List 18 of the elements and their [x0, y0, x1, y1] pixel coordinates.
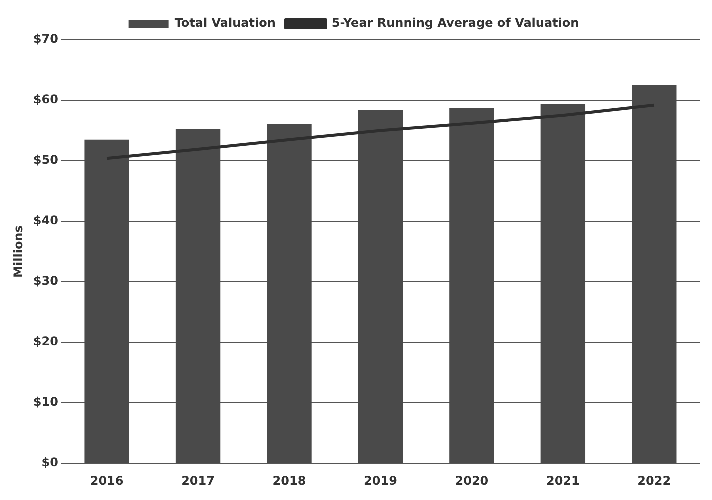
- legend-label: 5-Year Running Average of Valuation: [332, 16, 580, 30]
- x-tick-label: 2020: [455, 474, 489, 488]
- y-tick-label: $0: [42, 456, 58, 470]
- y-tick-label: $10: [33, 395, 58, 410]
- y-axis-title: Millions: [11, 226, 26, 278]
- x-tick-label: 2022: [638, 474, 672, 488]
- y-tick-label: $30: [33, 274, 58, 288]
- y-tick-label: $40: [33, 214, 58, 228]
- y-tick-label: $60: [33, 92, 58, 107]
- x-tick-label: 2016: [90, 474, 124, 488]
- x-tick-label: 2021: [546, 474, 580, 488]
- x-tick-label: 2018: [272, 474, 306, 488]
- y-tick-label: $20: [33, 334, 58, 349]
- y-tick-label: $50: [33, 153, 58, 168]
- x-tick-label: 2017: [182, 474, 215, 488]
- y-tick-label: $70: [33, 32, 58, 46]
- x-tick-label: 2019: [364, 474, 398, 488]
- legend-label: Total Valuation: [174, 16, 276, 30]
